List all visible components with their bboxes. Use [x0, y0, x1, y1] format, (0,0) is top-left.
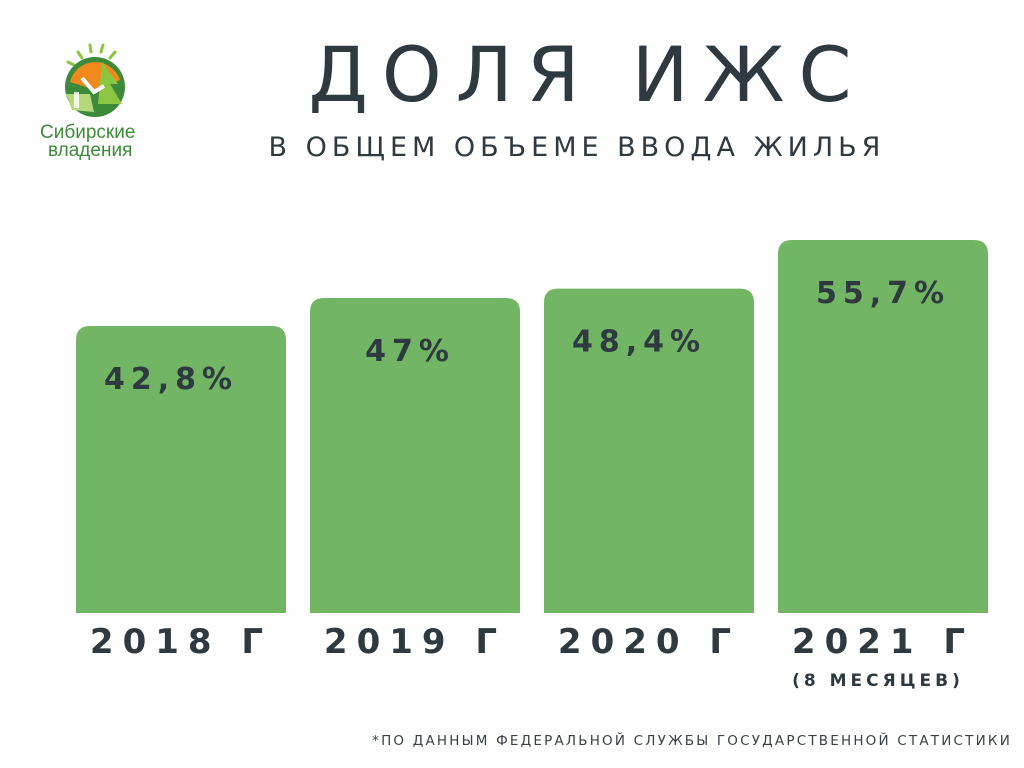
bar-2021-Г [778, 240, 988, 613]
sun-forest-logo-icon [65, 43, 125, 117]
brand-name: Сибирские владения [40, 122, 170, 161]
bar-value-label: 42,8% [104, 362, 238, 397]
category-label: 2019 Г [324, 622, 506, 662]
bar-value-label: 47% [365, 334, 455, 369]
category-label: 2021 Г [792, 622, 974, 662]
bar-2018-Г [76, 326, 286, 613]
bar-2020-Г [544, 288, 754, 613]
page-subtitle: В ОБЩЕМ ОБЪЕМЕ ВВОДА ЖИЛЬЯ [268, 132, 886, 163]
bar-value-label: 48,4% [572, 325, 706, 360]
brand-name-line1: Сибирские [40, 122, 136, 143]
page-title: ДОЛЯ ИЖС [308, 30, 866, 119]
bar-2019-Г [310, 298, 520, 613]
brand-name-line2: владения [48, 140, 133, 161]
category-note: (8 МЕСЯЦЕВ) [792, 671, 964, 691]
brand-logo [38, 42, 168, 172]
category-label: 2020 Г [558, 622, 740, 662]
source-footnote: *ПО ДАННЫМ ФЕДЕРАЛЬНОЙ СЛУЖБЫ ГОСУДАРСТВ… [372, 733, 1012, 749]
bar-value-label: 55,7% [816, 276, 950, 311]
category-label: 2018 Г [90, 622, 272, 662]
